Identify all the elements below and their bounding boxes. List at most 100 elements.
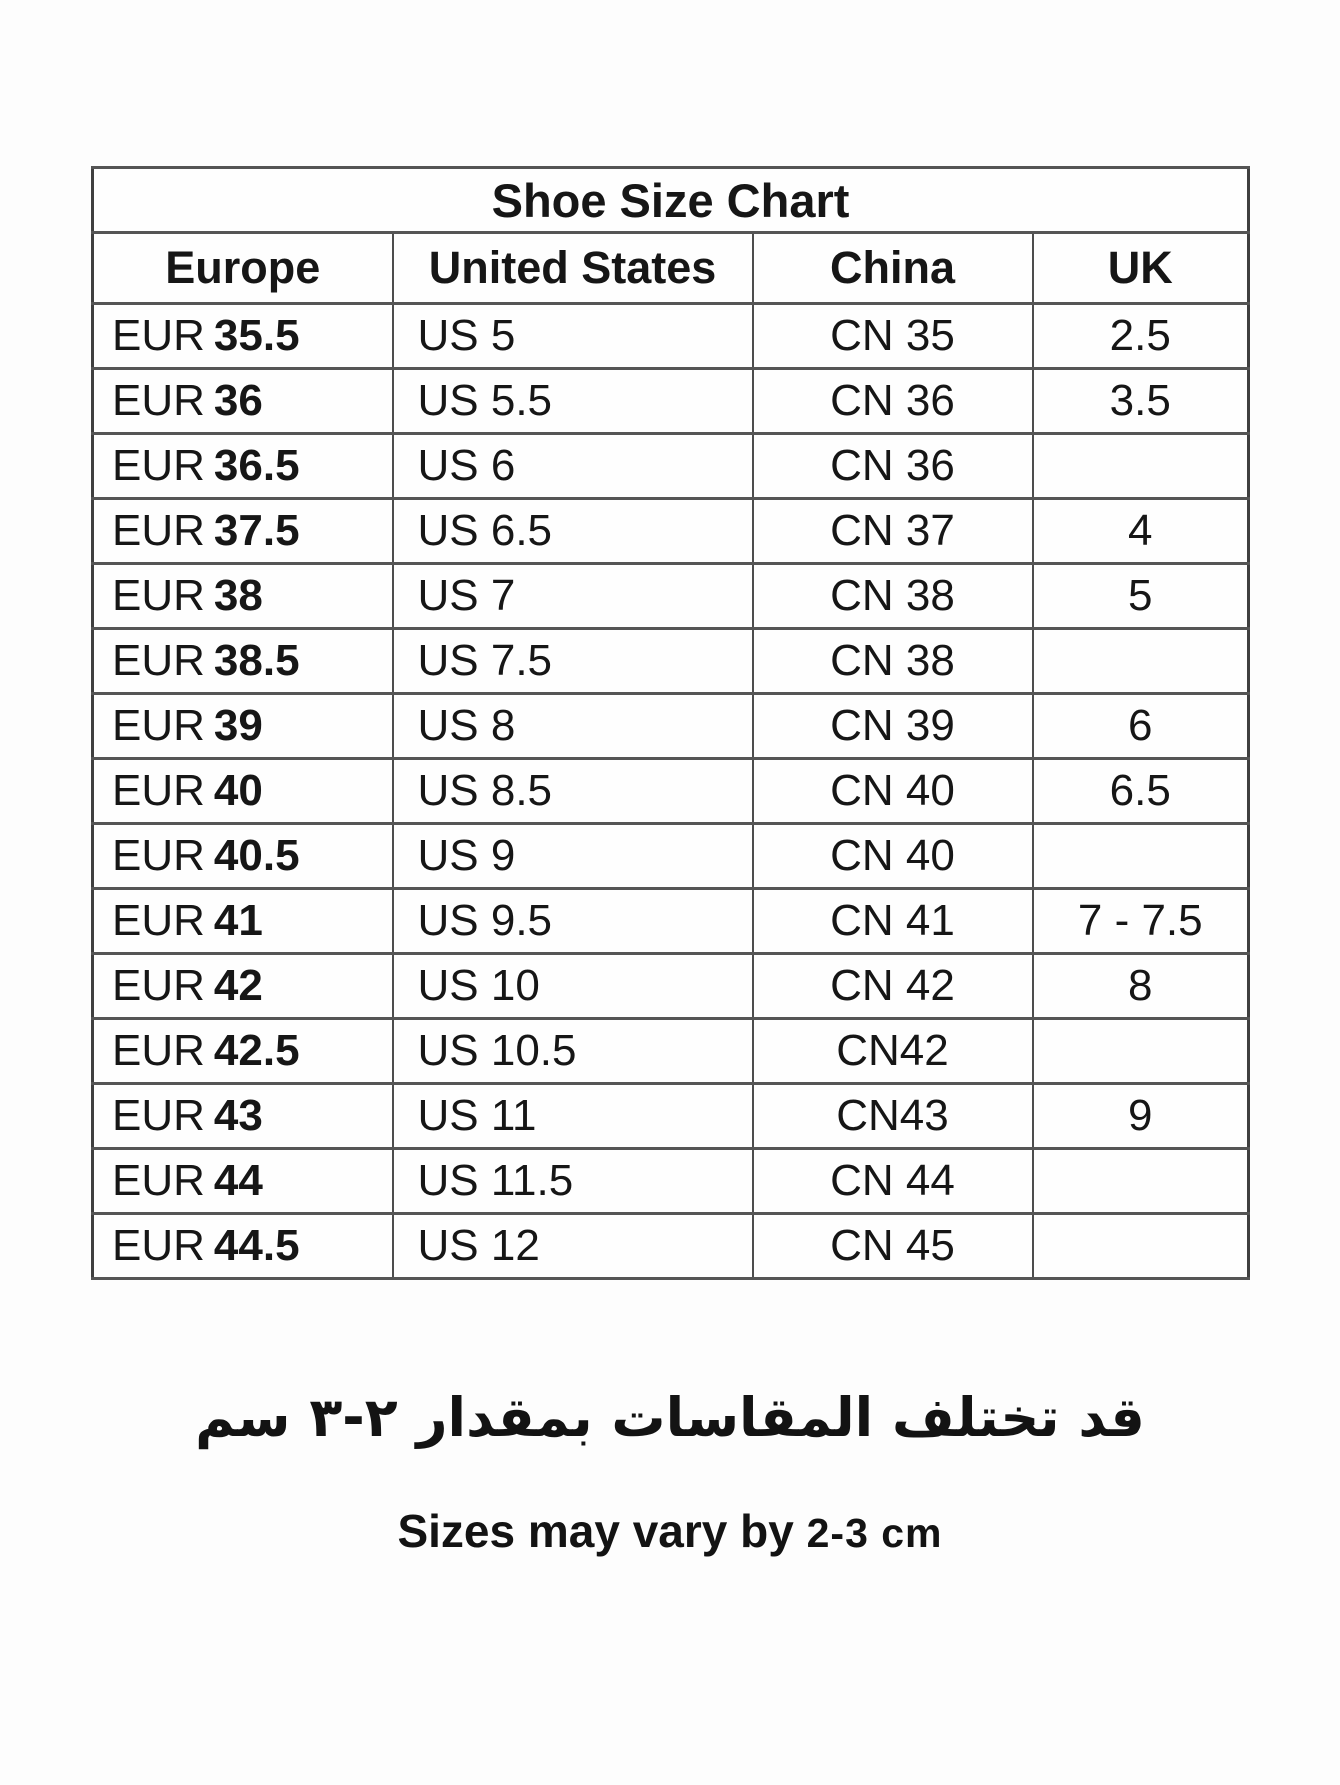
- uk-size-cell: 4: [1031, 497, 1250, 565]
- table-row: EUR 44 US 11.5 CN 44: [91, 1147, 1250, 1215]
- china-size-cell: CN 41: [751, 887, 1034, 955]
- europe-size-cell: EUR 44.5: [91, 1212, 394, 1280]
- table-row: EUR 36.5 US 6 CN 36: [91, 432, 1250, 500]
- us-size-cell: US 10.5: [391, 1017, 754, 1085]
- eur-size-value: 40.5: [213, 831, 300, 880]
- table-row: EUR 41 US 9.5 CN 41 7 - 7.5: [91, 887, 1250, 955]
- us-size-cell: US 8: [391, 692, 754, 760]
- china-size-cell: CN 40: [751, 822, 1034, 890]
- uk-size-cell: 5: [1031, 562, 1250, 630]
- china-size-cell: CN 40: [751, 757, 1034, 825]
- us-size-cell: US 6: [391, 432, 754, 500]
- table-header-row: Europe United States China UK: [91, 231, 1250, 305]
- china-size-cell: CN 45: [751, 1212, 1034, 1280]
- eur-size-value: 42: [213, 961, 263, 1010]
- us-size-cell: US 9.5: [391, 887, 754, 955]
- china-size-cell: CN 39: [751, 692, 1034, 760]
- europe-size-cell: EUR 36: [91, 367, 394, 435]
- table-row: EUR 36 US 5.5 CN 36 3.5: [91, 367, 1250, 435]
- eur-size-value: 37.5: [213, 506, 300, 555]
- table-row: EUR 43 US 11 CN43 9: [91, 1082, 1250, 1150]
- uk-size-cell: [1031, 627, 1250, 695]
- europe-size-cell: EUR 42: [91, 952, 394, 1020]
- europe-size-cell: EUR 38: [91, 562, 394, 630]
- china-size-cell: CN42: [751, 1017, 1034, 1085]
- europe-size-cell: EUR 40: [91, 757, 394, 825]
- china-size-cell: CN43: [751, 1082, 1034, 1150]
- eur-size-value: 36.5: [213, 441, 300, 490]
- uk-size-cell: [1031, 1212, 1250, 1280]
- us-size-cell: US 11.5: [391, 1147, 754, 1215]
- europe-size-cell: EUR 43: [91, 1082, 394, 1150]
- table-title: Shoe Size Chart: [91, 166, 1250, 234]
- eur-prefix: EUR: [112, 1091, 205, 1140]
- table-row: EUR 44.5 US 12 CN 45: [91, 1212, 1250, 1280]
- us-size-cell: US 7: [391, 562, 754, 630]
- us-size-cell: US 11: [391, 1082, 754, 1150]
- eur-prefix: EUR: [112, 311, 205, 360]
- eur-size-value: 44: [213, 1156, 263, 1205]
- europe-size-cell: EUR 41: [91, 887, 394, 955]
- eur-size-value: 44.5: [213, 1221, 300, 1270]
- uk-size-cell: [1031, 1147, 1250, 1215]
- uk-size-cell: 8: [1031, 952, 1250, 1020]
- china-size-cell: CN 38: [751, 627, 1034, 695]
- table-row: EUR 42.5 US 10.5 CN42: [91, 1017, 1250, 1085]
- europe-size-cell: EUR 38.5: [91, 627, 394, 695]
- eur-prefix: EUR: [112, 701, 205, 750]
- us-size-cell: US 8.5: [391, 757, 754, 825]
- uk-size-cell: 7 - 7.5: [1031, 887, 1250, 955]
- eur-prefix: EUR: [112, 1221, 205, 1270]
- uk-size-cell: [1031, 822, 1250, 890]
- eur-size-value: 40: [213, 766, 263, 815]
- uk-size-cell: 9: [1031, 1082, 1250, 1150]
- eur-prefix: EUR: [112, 441, 205, 490]
- us-size-cell: US 9: [391, 822, 754, 890]
- europe-size-cell: EUR 40.5: [91, 822, 394, 890]
- column-header-united-states: United States: [391, 231, 754, 305]
- column-header-uk: UK: [1031, 231, 1250, 305]
- uk-size-cell: [1031, 432, 1250, 500]
- arabic-size-note: قد تختلف المقاسات بمقدار ٢-٣ سم: [195, 1386, 1145, 1449]
- column-header-china: China: [751, 231, 1034, 305]
- china-size-cell: CN 38: [751, 562, 1034, 630]
- table-row: EUR 40 US 8.5 CN 40 6.5: [91, 757, 1250, 825]
- eur-prefix: EUR: [112, 1026, 205, 1075]
- eur-prefix: EUR: [112, 636, 205, 685]
- uk-size-cell: [1031, 1017, 1250, 1085]
- eur-prefix: EUR: [112, 961, 205, 1010]
- english-note-text: Sizes may vary by: [397, 1505, 794, 1557]
- table-row: EUR 38.5 US 7.5 CN 38: [91, 627, 1250, 695]
- us-size-cell: US 10: [391, 952, 754, 1020]
- eur-size-value: 36: [213, 376, 263, 425]
- us-size-cell: US 12: [391, 1212, 754, 1280]
- europe-size-cell: EUR 44: [91, 1147, 394, 1215]
- table-row: EUR 38 US 7 CN 38 5: [91, 562, 1250, 630]
- eur-size-value: 35.5: [213, 311, 300, 360]
- english-size-note: Sizes may vary by 2-3 cm: [0, 1504, 1340, 1558]
- china-size-cell: CN 42: [751, 952, 1034, 1020]
- europe-size-cell: EUR 35.5: [91, 302, 394, 370]
- english-note-measure: 2-3 cm: [806, 1510, 943, 1556]
- table-row: EUR 35.5 US 5 CN 35 2.5: [91, 302, 1250, 370]
- eur-prefix: EUR: [112, 1156, 205, 1205]
- table-row: EUR 37.5 US 6.5 CN 37 4: [91, 497, 1250, 565]
- eur-size-value: 43: [213, 1091, 263, 1140]
- europe-size-cell: EUR 36.5: [91, 432, 394, 500]
- uk-size-cell: 6.5: [1031, 757, 1250, 825]
- size-table-body: EUR 35.5 US 5 CN 35 2.5 EUR 36 US 5.5 CN 36 3.5 EU…: [91, 302, 1250, 1280]
- shoe-size-table: Shoe Size Chart Europe United States Chi…: [91, 166, 1250, 1280]
- us-size-cell: US 5.5: [391, 367, 754, 435]
- eur-prefix: EUR: [112, 766, 205, 815]
- europe-size-cell: EUR 39: [91, 692, 394, 760]
- europe-size-cell: EUR 42.5: [91, 1017, 394, 1085]
- uk-size-cell: 6: [1031, 692, 1250, 760]
- europe-size-cell: EUR 37.5: [91, 497, 394, 565]
- eur-prefix: EUR: [112, 571, 205, 620]
- china-size-cell: CN 37: [751, 497, 1034, 565]
- table-row: EUR 42 US 10 CN 42 8: [91, 952, 1250, 1020]
- us-size-cell: US 6.5: [391, 497, 754, 565]
- eur-size-value: 38: [213, 571, 263, 620]
- eur-prefix: EUR: [112, 376, 205, 425]
